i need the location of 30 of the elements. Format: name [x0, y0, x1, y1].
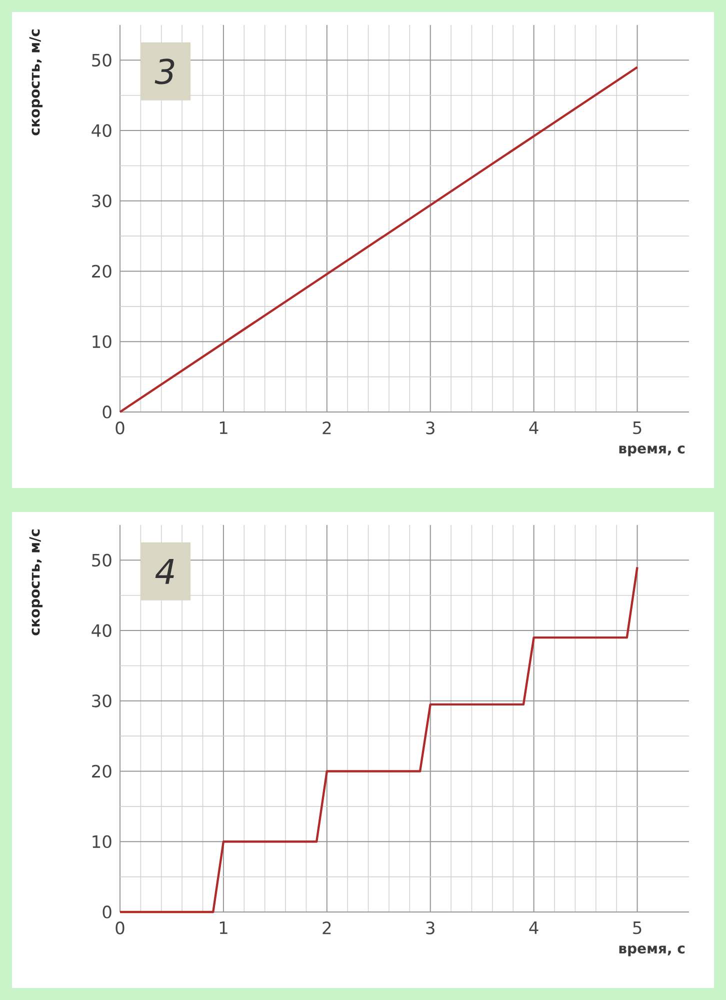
y-tick-label: 30: [92, 194, 112, 208]
y-tick-label: 50: [92, 54, 112, 67]
x-tick-label: 2: [322, 422, 331, 434]
annotation: 3: [154, 58, 174, 84]
x-tick-label: 0: [116, 422, 124, 434]
x-tick-label: 1: [220, 422, 228, 434]
y-tick-label: 50: [92, 554, 112, 567]
x-tick-label: 2: [322, 922, 331, 934]
y-tick-label: 30: [92, 694, 112, 708]
y-tick-label: 10: [92, 335, 112, 348]
y-tick-label: 10: [92, 835, 112, 848]
y-axis-title: скорость, м/с: [29, 529, 42, 636]
annotation: 4: [155, 559, 174, 584]
x-tick-label: 1: [220, 922, 228, 934]
y-tick-label: 0: [102, 906, 112, 918]
y-tick-label: 40: [92, 624, 112, 637]
x-tick-label: 3: [426, 922, 434, 934]
y-tick-label: 20: [92, 764, 112, 778]
y-tick-label: 0: [102, 406, 112, 418]
y-tick-label: 40: [92, 124, 112, 137]
y-tick-label: 20: [92, 264, 112, 278]
x-tick-label: 5: [633, 922, 642, 934]
x-tick-label: 3: [426, 422, 434, 434]
x-tick-label: 5: [633, 422, 642, 434]
y-axis-title: скорость, м/с: [29, 29, 42, 136]
x-tick-label: 4: [529, 922, 538, 934]
x-tick-label: 0: [116, 922, 124, 934]
x-axis-title: время, с: [619, 446, 685, 456]
x-axis-title: время, с: [619, 946, 685, 956]
x-tick-label: 4: [529, 422, 538, 434]
